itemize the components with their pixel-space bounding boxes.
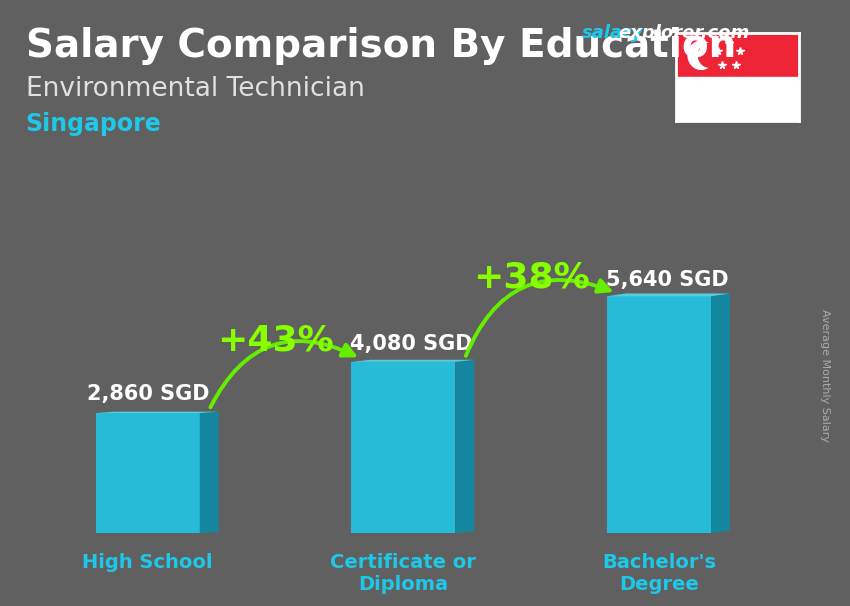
Text: Average Monthly Salary: Average Monthly Salary xyxy=(819,309,830,442)
Bar xyxy=(676,33,799,77)
FancyArrowPatch shape xyxy=(211,341,354,407)
Polygon shape xyxy=(456,360,474,533)
Circle shape xyxy=(688,41,714,69)
Bar xyxy=(676,77,799,121)
Polygon shape xyxy=(351,362,456,533)
Polygon shape xyxy=(95,413,200,533)
Polygon shape xyxy=(607,293,730,296)
Circle shape xyxy=(699,44,721,67)
Text: +43%: +43% xyxy=(217,324,334,358)
Text: 4,080 SGD: 4,080 SGD xyxy=(350,335,473,355)
Text: 2,860 SGD: 2,860 SGD xyxy=(87,384,209,404)
Text: +38%: +38% xyxy=(473,261,589,295)
Text: salary: salary xyxy=(582,24,644,42)
Text: 5,640 SGD: 5,640 SGD xyxy=(606,270,728,290)
FancyArrowPatch shape xyxy=(466,280,609,356)
Text: Singapore: Singapore xyxy=(26,112,162,136)
Polygon shape xyxy=(607,296,711,533)
Text: Environmental Technician: Environmental Technician xyxy=(26,76,365,102)
Polygon shape xyxy=(95,411,218,413)
Text: Salary Comparison By Education: Salary Comparison By Education xyxy=(26,27,736,65)
Polygon shape xyxy=(351,360,474,362)
Polygon shape xyxy=(200,411,218,533)
Polygon shape xyxy=(711,293,730,533)
Text: explorer.com: explorer.com xyxy=(619,24,750,42)
